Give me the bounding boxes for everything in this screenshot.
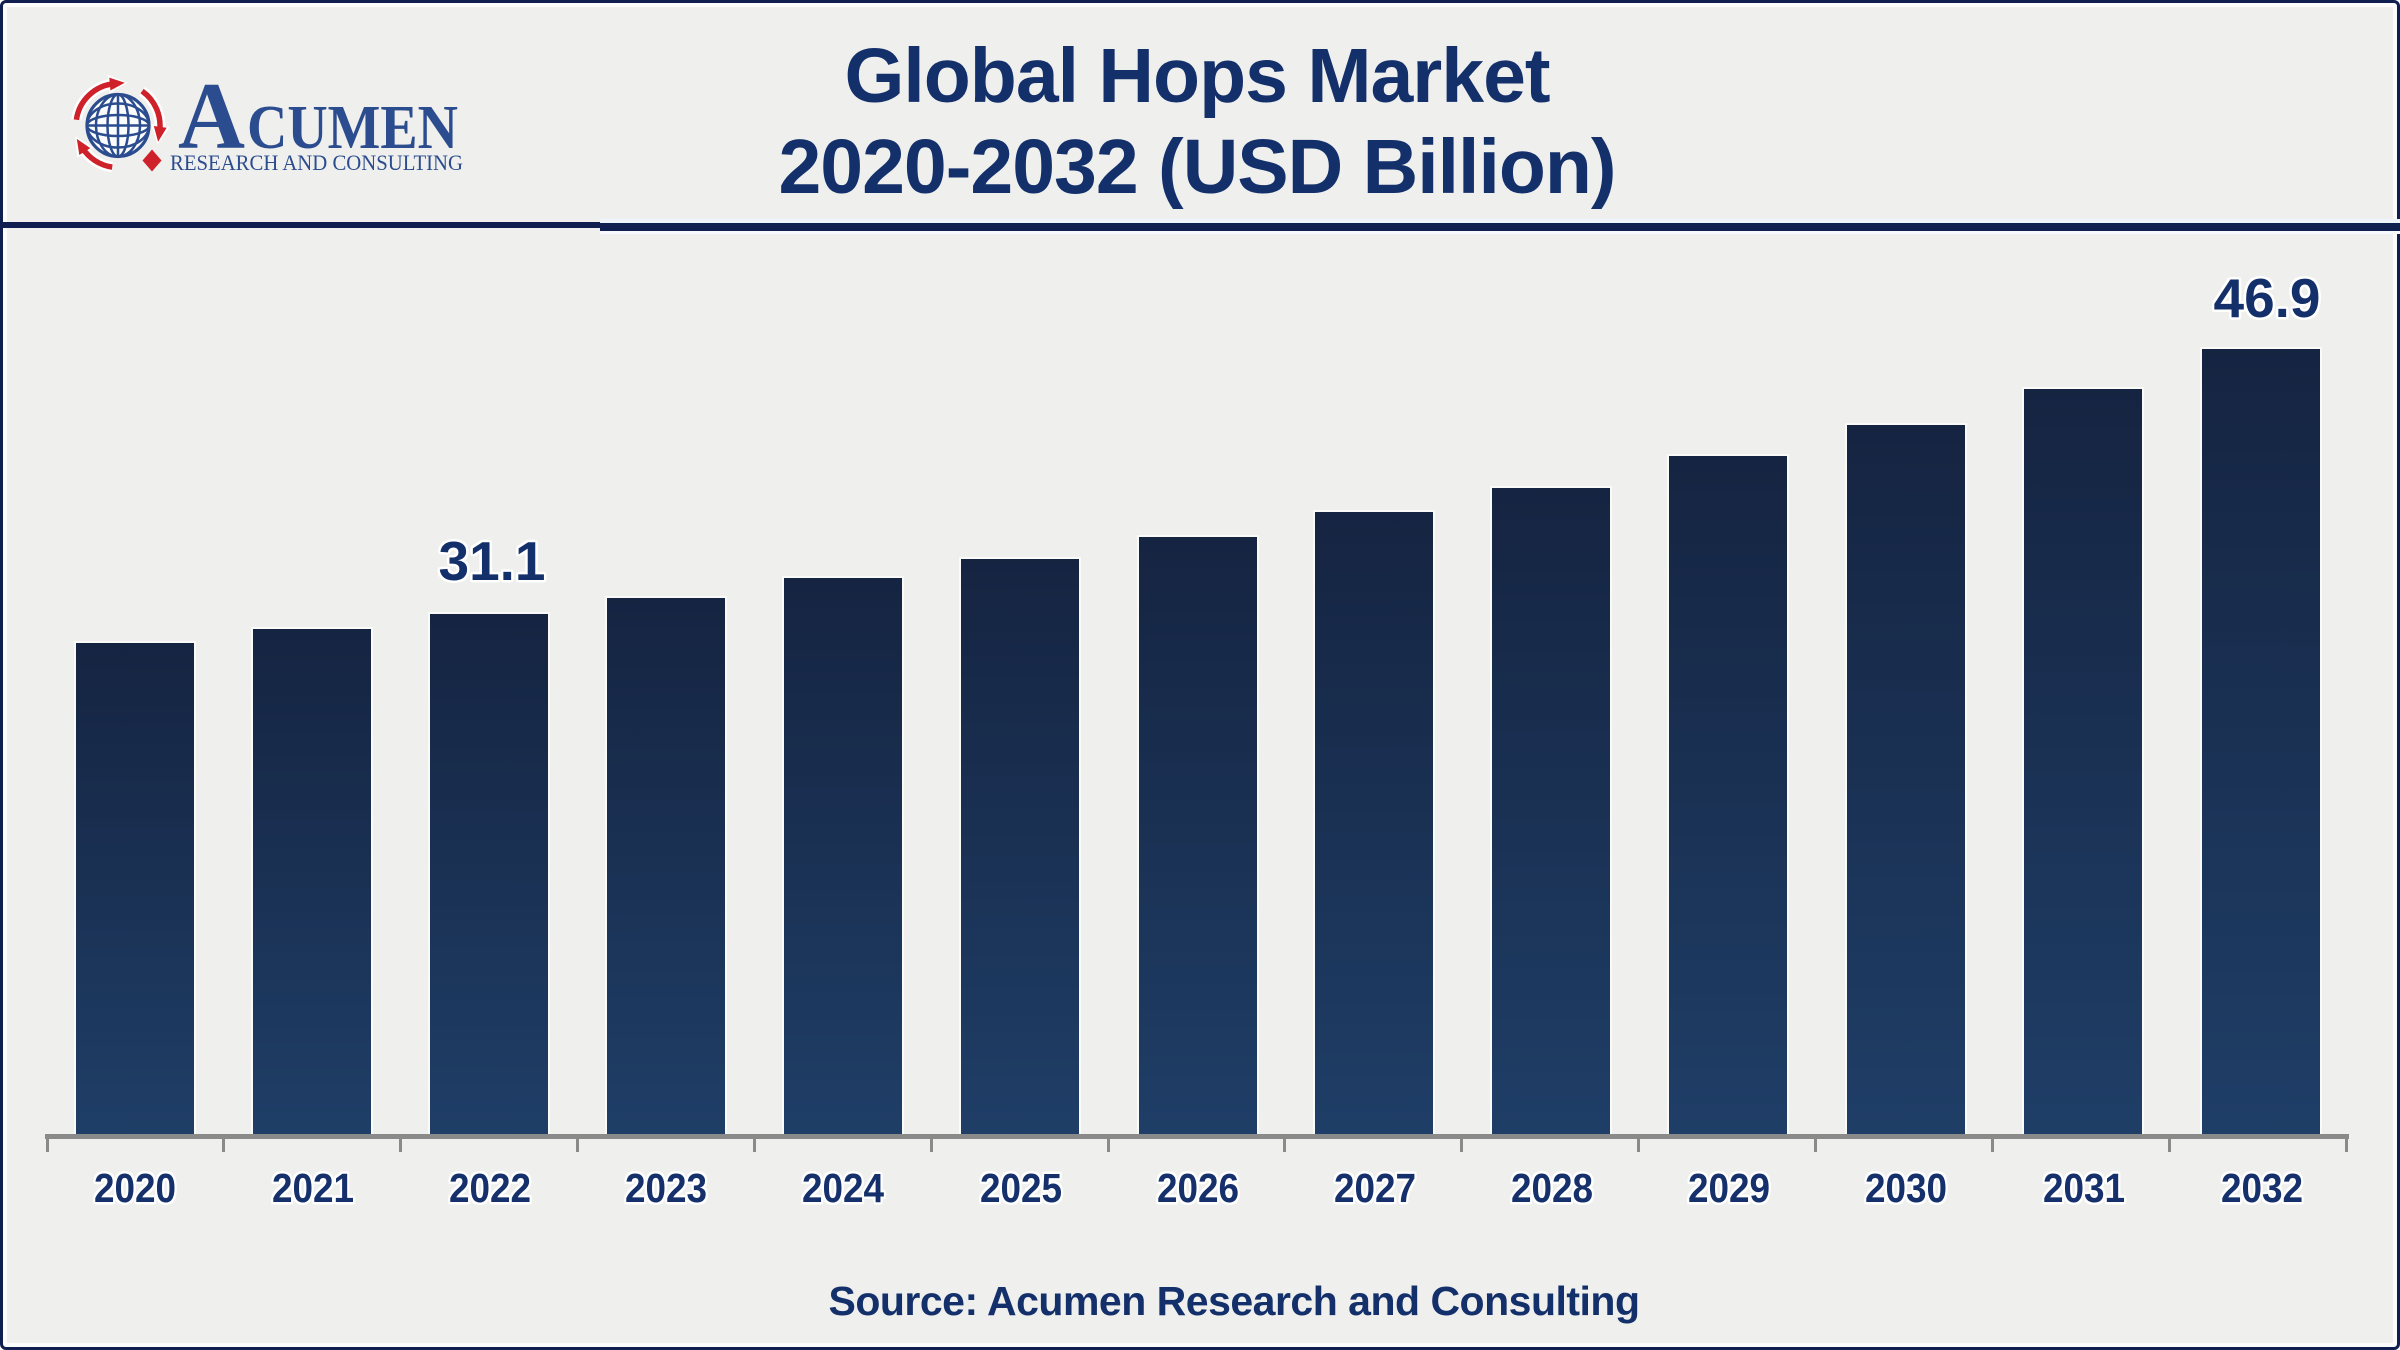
- svg-text:CUMEN: CUMEN: [247, 94, 458, 162]
- svg-text:RESEARCH AND CONSULTING: RESEARCH AND CONSULTING: [170, 150, 463, 175]
- svg-text:A: A: [178, 63, 245, 169]
